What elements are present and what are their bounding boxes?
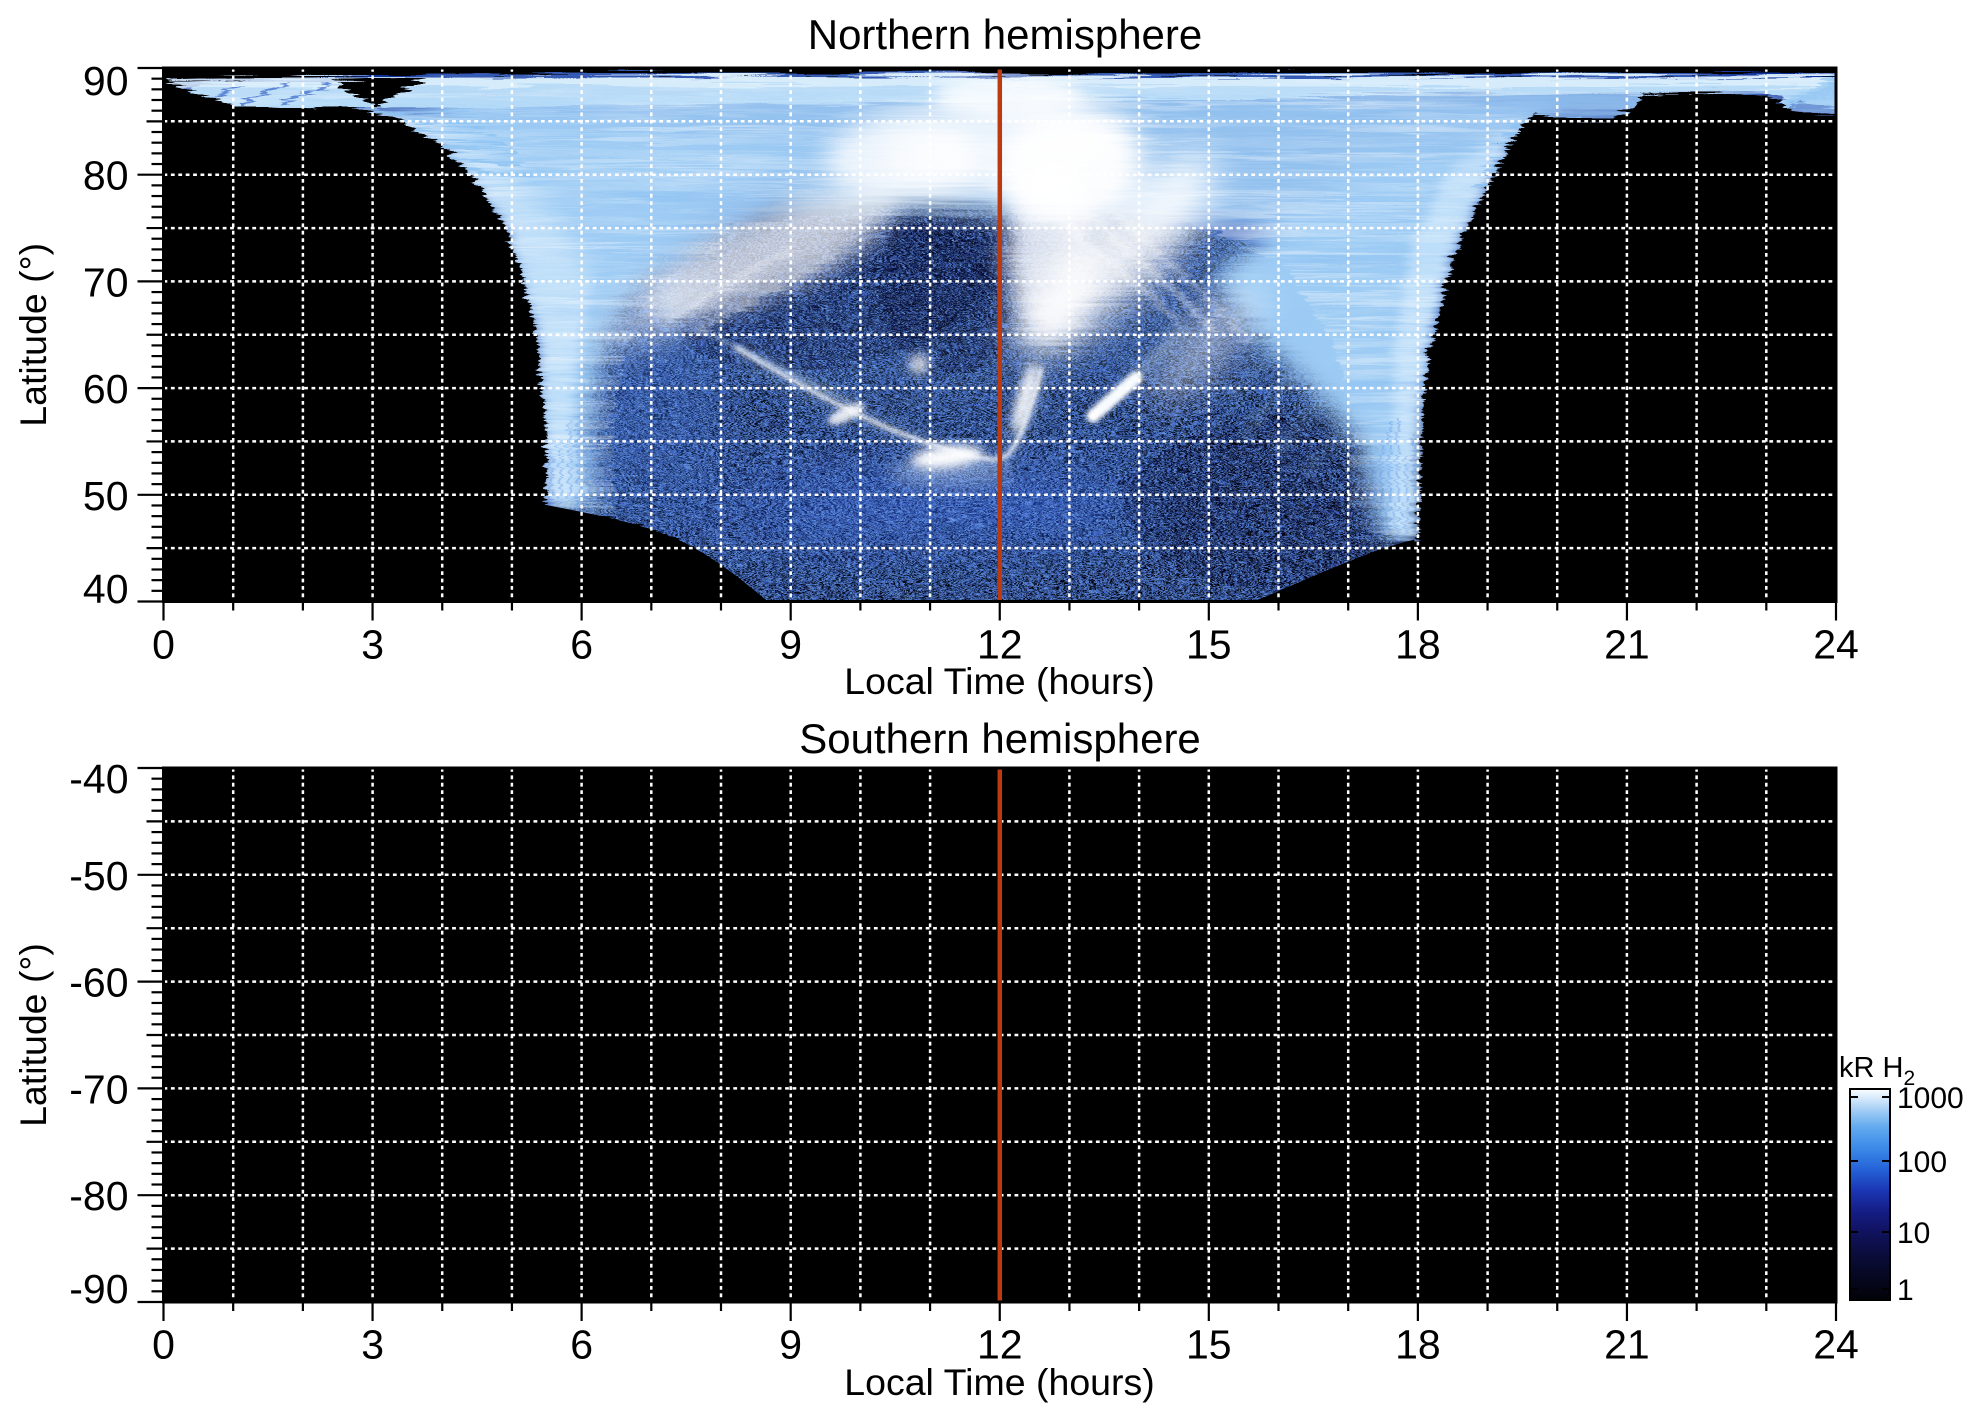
svg-text:6: 6: [570, 622, 593, 668]
svg-text:6: 6: [570, 1322, 593, 1368]
svg-text:Local Time (hours): Local Time (hours): [844, 660, 1155, 702]
svg-text:-60: -60: [69, 960, 128, 1006]
svg-text:Northern hemisphere: Northern hemisphere: [808, 11, 1203, 58]
svg-text:1: 1: [1897, 1274, 1914, 1307]
svg-text:21: 21: [1604, 622, 1650, 668]
svg-text:24: 24: [1813, 1322, 1859, 1368]
svg-text:100: 100: [1897, 1146, 1947, 1179]
svg-text:Southern hemisphere: Southern hemisphere: [799, 715, 1201, 762]
svg-text:3: 3: [361, 622, 384, 668]
svg-text:-80: -80: [69, 1173, 128, 1219]
svg-text:-50: -50: [69, 853, 128, 899]
svg-text:50: 50: [83, 473, 129, 519]
svg-text:24: 24: [1813, 622, 1859, 668]
svg-text:10: 10: [1897, 1217, 1930, 1250]
svg-text:60: 60: [83, 366, 129, 412]
svg-text:15: 15: [1186, 622, 1232, 668]
svg-text:21: 21: [1604, 1322, 1650, 1368]
svg-text:1000: 1000: [1897, 1082, 1964, 1115]
svg-text:18: 18: [1395, 1322, 1441, 1368]
svg-text:kR H2: kR H2: [1839, 1052, 1915, 1090]
svg-text:-40: -40: [69, 756, 128, 802]
svg-text:12: 12: [977, 622, 1023, 668]
svg-text:Latitude (°): Latitude (°): [12, 943, 54, 1127]
svg-text:0: 0: [152, 622, 175, 668]
svg-text:9: 9: [779, 1322, 802, 1368]
svg-text:15: 15: [1186, 1322, 1232, 1368]
svg-text:3: 3: [361, 1322, 384, 1368]
svg-text:9: 9: [779, 622, 802, 668]
svg-text:40: 40: [83, 566, 129, 612]
svg-text:80: 80: [83, 153, 129, 199]
svg-text:Latitude (°): Latitude (°): [12, 243, 54, 427]
svg-text:-90: -90: [69, 1266, 128, 1312]
svg-text:-70: -70: [69, 1066, 128, 1112]
svg-text:18: 18: [1395, 622, 1441, 668]
svg-text:Local Time (hours): Local Time (hours): [844, 1361, 1155, 1403]
svg-text:0: 0: [152, 1322, 175, 1368]
svg-text:90: 90: [83, 58, 129, 104]
svg-text:12: 12: [977, 1322, 1023, 1368]
svg-text:70: 70: [83, 259, 129, 305]
